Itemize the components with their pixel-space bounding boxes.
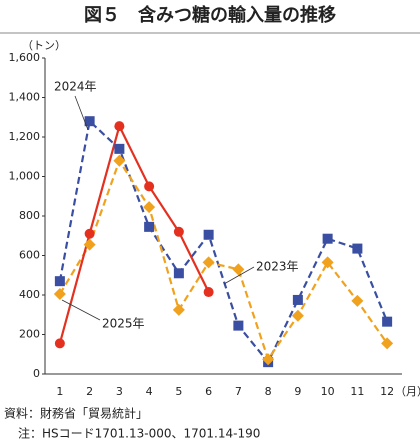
marker bbox=[322, 233, 333, 244]
y-axis-label: （トン） bbox=[22, 39, 66, 52]
y-tick-label: 200 bbox=[19, 328, 40, 341]
y-tick-label: 1,600 bbox=[9, 51, 41, 64]
x-tick-label: 8 bbox=[265, 385, 272, 398]
marker bbox=[54, 338, 65, 349]
marker bbox=[54, 276, 65, 287]
legend-label: 2023年 bbox=[256, 260, 299, 274]
x-tick-label: 12 bbox=[380, 385, 394, 398]
marker bbox=[144, 181, 155, 192]
marker bbox=[202, 256, 215, 269]
leader-line bbox=[74, 95, 89, 131]
marker bbox=[172, 303, 185, 316]
leader-line bbox=[61, 299, 101, 321]
series-line bbox=[58, 123, 210, 344]
leader-line bbox=[223, 266, 255, 285]
marker bbox=[114, 143, 125, 154]
marker bbox=[113, 154, 126, 167]
marker bbox=[292, 294, 303, 305]
x-tick-label: 10 bbox=[321, 385, 335, 398]
legend-label: 2025年 bbox=[102, 317, 145, 331]
marker bbox=[144, 221, 155, 232]
x-tick-label: 9 bbox=[294, 385, 301, 398]
marker bbox=[203, 229, 214, 240]
x-tick-label: 3 bbox=[116, 385, 123, 398]
series-line bbox=[58, 158, 389, 362]
x-tick-label: 11 bbox=[350, 385, 364, 398]
y-tick-label: 600 bbox=[19, 249, 40, 262]
note: 資料：財務省「貿易統計」 bbox=[4, 406, 148, 421]
y-tick-label: 1,400 bbox=[9, 91, 41, 104]
marker bbox=[83, 238, 96, 251]
marker bbox=[173, 226, 184, 237]
marker bbox=[291, 309, 304, 322]
marker bbox=[352, 243, 363, 254]
marker bbox=[84, 228, 95, 239]
marker bbox=[232, 263, 245, 276]
x-tick-label: 4 bbox=[146, 385, 153, 398]
marker bbox=[381, 337, 394, 350]
x-tick-label: 2 bbox=[86, 385, 93, 398]
y-tick-label: 800 bbox=[19, 209, 40, 222]
marker bbox=[262, 353, 275, 366]
y-tick-label: 0 bbox=[33, 367, 40, 380]
x-unit-label: （月） bbox=[395, 385, 420, 398]
marker bbox=[114, 121, 125, 132]
x-tick-label: 6 bbox=[205, 385, 212, 398]
marker bbox=[321, 256, 334, 269]
x-tick-label: 1 bbox=[56, 385, 63, 398]
note: 注：HSコード1701.13-000、1701.14-190 bbox=[18, 426, 260, 441]
marker bbox=[53, 288, 66, 301]
marker bbox=[143, 201, 156, 214]
marker bbox=[233, 320, 244, 331]
legend-label: 2024年 bbox=[54, 80, 97, 94]
x-tick-label: 5 bbox=[175, 385, 182, 398]
y-tick-label: 1,000 bbox=[9, 170, 41, 183]
y-tick-label: 1,200 bbox=[9, 130, 41, 143]
chart-title: 図５ 含みつ糖の輸入量の推移 bbox=[84, 4, 336, 26]
marker bbox=[84, 116, 95, 127]
marker bbox=[382, 316, 393, 327]
y-tick-label: 400 bbox=[19, 288, 40, 301]
marker bbox=[203, 287, 214, 298]
marker bbox=[173, 268, 184, 279]
x-tick-label: 7 bbox=[235, 385, 242, 398]
marker bbox=[351, 294, 364, 307]
